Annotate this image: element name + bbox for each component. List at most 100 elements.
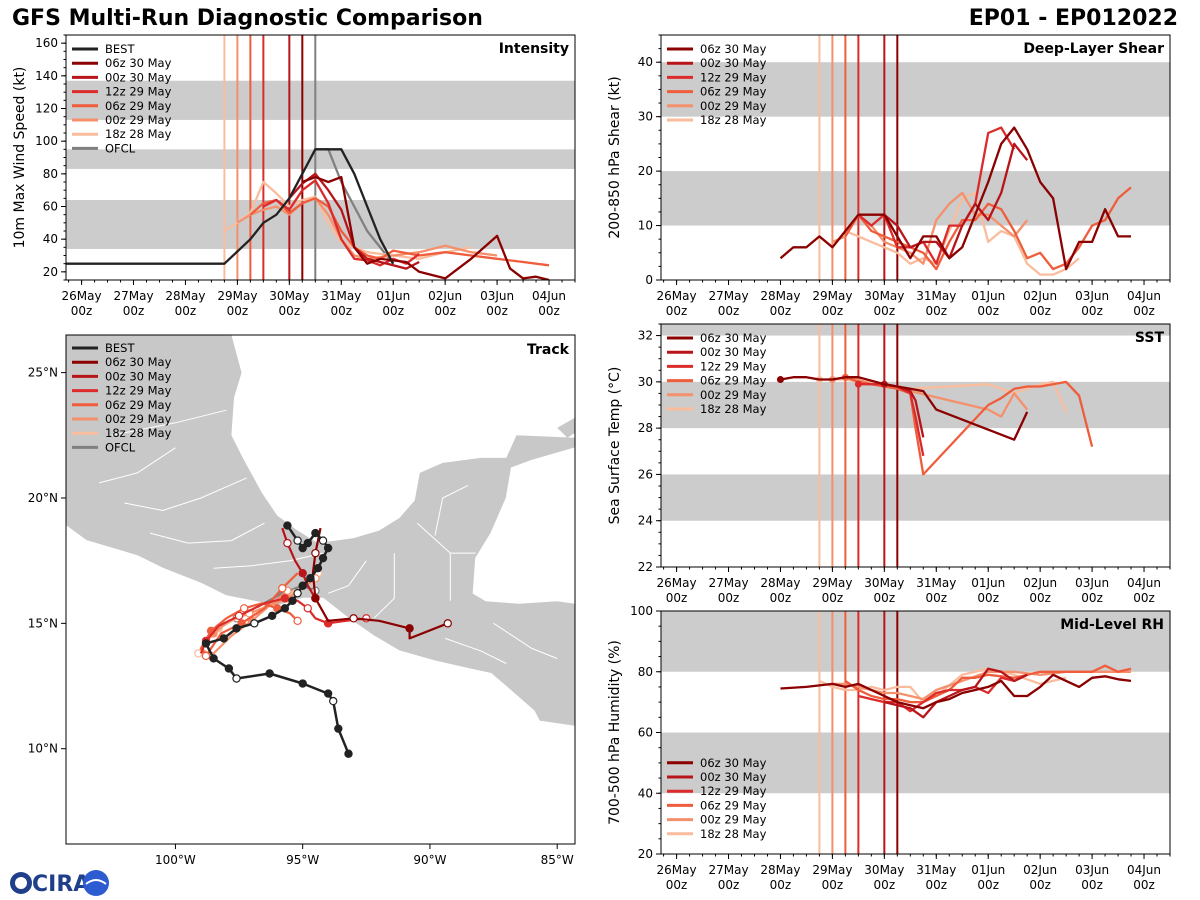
track-legend-label: 06z 30 May bbox=[105, 355, 172, 369]
rh-band bbox=[661, 611, 1170, 672]
intensity-xtick-label: 00z bbox=[486, 304, 508, 318]
track-line bbox=[311, 527, 449, 640]
intensity-xtick-label: 00z bbox=[279, 304, 301, 318]
track-point bbox=[283, 538, 292, 548]
track-point bbox=[239, 604, 249, 613]
rh-legend-label: 06z 29 May bbox=[700, 798, 767, 812]
sst-series-point bbox=[776, 376, 784, 384]
track-point bbox=[224, 664, 234, 673]
shear-xtick-label: 27May bbox=[708, 289, 748, 303]
intensity-legend-label: 00z 30 May bbox=[105, 70, 172, 84]
shear-xtick-label: 02Jun bbox=[1023, 289, 1057, 303]
intensity-ytick-label: 140 bbox=[35, 69, 58, 83]
sst-xtick-label: 00z bbox=[874, 591, 896, 605]
shear-xtick-label: 00z bbox=[925, 304, 947, 318]
rh-ylabel: 700-500 hPa Humidity (%) bbox=[607, 640, 623, 825]
shear-ytick-label: 10 bbox=[638, 219, 653, 233]
intensity-legend-label: BEST bbox=[105, 42, 135, 56]
rh-legend-label: 06z 30 May bbox=[700, 756, 767, 770]
intensity-xtick-label: 00z bbox=[382, 304, 404, 318]
track-panel: 100°W 95°W 90°W 85°W 10°N 15°N 20°N 25°N Track BE… bbox=[28, 334, 576, 867]
track-legend-label: OFCL bbox=[105, 440, 136, 454]
intensity-ytick-label: 40 bbox=[43, 232, 58, 246]
gulf-of-mexico bbox=[231, 335, 575, 544]
shear-xtick-label: 00z bbox=[1029, 304, 1051, 318]
track-point bbox=[306, 574, 315, 583]
track-xtick-label: 85°W bbox=[541, 853, 574, 867]
rh-plot-area bbox=[661, 611, 1170, 854]
sst-legend-label: 00z 30 May bbox=[700, 345, 767, 359]
sst-ytick-label: 22 bbox=[638, 560, 653, 574]
intensity-ytick-label: 60 bbox=[43, 200, 58, 214]
sst-series-line bbox=[780, 376, 1029, 441]
sst-panel: 22242628303226May00z27May00z28May00z29Ma… bbox=[607, 323, 1171, 605]
sst-xtick-label: 00z bbox=[666, 591, 688, 605]
shear-plot-area bbox=[661, 35, 1170, 280]
shear-legend-label: 06z 30 May bbox=[700, 42, 767, 56]
rh-legend-label: 00z 30 May bbox=[700, 770, 767, 784]
state-border bbox=[98, 447, 176, 484]
track-point bbox=[443, 619, 452, 628]
track-point bbox=[293, 589, 302, 598]
sst-xtick-label: 26May bbox=[657, 576, 697, 590]
figure-title: GFS Multi-Run Diagnostic Comparison bbox=[12, 6, 483, 31]
rh-title: Mid-Level RH bbox=[1060, 617, 1164, 633]
state-border bbox=[493, 622, 558, 659]
rh-ytick-label: 100 bbox=[630, 604, 653, 618]
intensity-title: Intensity bbox=[499, 41, 569, 57]
track-legend-label: 00z 30 May bbox=[105, 369, 172, 383]
track-frame bbox=[65, 334, 576, 845]
track-point bbox=[201, 651, 211, 661]
intensity-ytick-label: 120 bbox=[35, 102, 58, 116]
rh-xtick-label: 26May bbox=[657, 863, 697, 877]
intensity-xtick-label: 00z bbox=[175, 304, 197, 318]
track-xtick-label: 95°W bbox=[286, 853, 319, 867]
track-ytick-label: 20°N bbox=[28, 491, 58, 505]
intensity-legend-label: OFCL bbox=[105, 141, 136, 155]
rh-series-line bbox=[884, 667, 1028, 719]
rh-xtick-label: 28May bbox=[760, 863, 800, 877]
sst-xtick-label: 00z bbox=[977, 591, 999, 605]
rh-ytick-label: 80 bbox=[638, 665, 653, 679]
shear-legend-label: 00z 29 May bbox=[700, 99, 767, 113]
track-point bbox=[280, 594, 290, 603]
intensity-band bbox=[66, 80, 575, 120]
rh-xtick-label: 00z bbox=[666, 878, 688, 892]
rh-xtick-label: 00z bbox=[925, 878, 947, 892]
rh-xtick-label: 01Jun bbox=[971, 863, 1005, 877]
track-ytick-label: 10°N bbox=[28, 742, 58, 756]
state-border bbox=[416, 522, 476, 554]
track-point bbox=[298, 581, 307, 590]
track-map-area bbox=[66, 335, 575, 844]
shear-xtick-label: 00z bbox=[666, 304, 688, 318]
track-xtick-label: 100°W bbox=[155, 853, 196, 867]
sst-series-point bbox=[854, 380, 862, 388]
sst-xtick-label: 30May bbox=[864, 576, 904, 590]
cira-logo: CIRA bbox=[10, 870, 109, 897]
state-border bbox=[111, 409, 227, 436]
intensity-band bbox=[66, 149, 575, 169]
intensity-xtick-label: 29May bbox=[217, 289, 257, 303]
sst-ytick-label: 24 bbox=[638, 514, 653, 528]
intensity-xtick-label: 31May bbox=[321, 289, 361, 303]
rh-xtick-label: 00z bbox=[822, 878, 844, 892]
intensity-legend-label: 06z 29 May bbox=[105, 99, 172, 113]
shear-band bbox=[661, 171, 1170, 226]
storm-id: EP01 - EP012022 bbox=[968, 6, 1178, 31]
sst-xtick-label: 03Jun bbox=[1075, 576, 1109, 590]
shear-legend-label: 06z 29 May bbox=[700, 85, 767, 99]
logo-text: CIRA bbox=[32, 872, 90, 897]
sst-series-line bbox=[845, 376, 1094, 476]
sst-xtick-label: 00z bbox=[925, 591, 947, 605]
track-point bbox=[298, 569, 307, 578]
intensity-ytick-label: 80 bbox=[43, 167, 58, 181]
track-legend-label: 00z 29 May bbox=[105, 412, 172, 426]
shear-xtick-label: 00z bbox=[977, 304, 999, 318]
shear-xtick-label: 03Jun bbox=[1075, 289, 1109, 303]
intensity-xtick-label: 04Jun bbox=[532, 289, 566, 303]
track-point bbox=[209, 654, 218, 663]
intensity-series-line bbox=[262, 179, 420, 267]
sst-xtick-label: 02Jun bbox=[1023, 576, 1057, 590]
sst-band bbox=[661, 324, 1170, 336]
